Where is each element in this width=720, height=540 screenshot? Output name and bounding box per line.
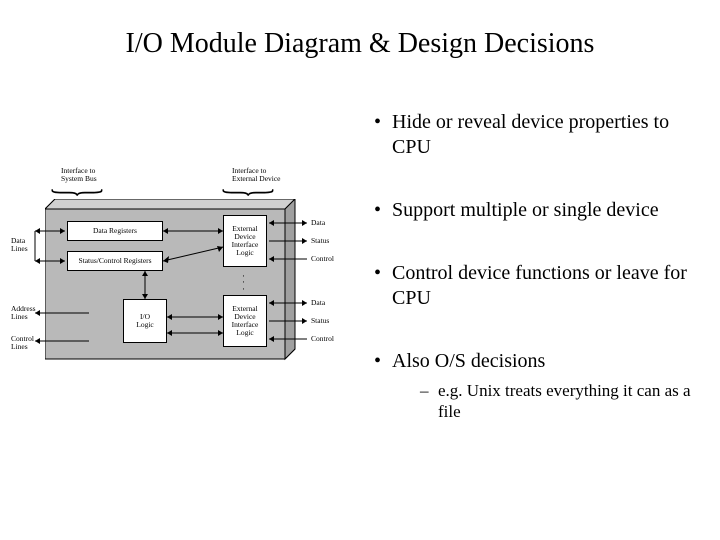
bullet-4-sub: e.g. Unix treats everything it can as a … [392, 380, 705, 423]
bullet-4: Also O/S decisions e.g. Unix treats ever… [370, 349, 705, 423]
label-interface-system-bus: Interface toSystem Bus [61, 167, 97, 184]
bullet-1: Hide or reveal device properties to CPU [370, 110, 705, 160]
label-interface-external-device: Interface toExternal Device [232, 167, 281, 184]
slide-title: I/O Module Diagram & Design Decisions [0, 28, 720, 60]
internal-arrows-icon [45, 199, 305, 374]
bullet-3: Control device functions or leave for CP… [370, 261, 705, 311]
right-arrows-icon [269, 195, 319, 375]
bullet-list: Hide or reveal device properties to CPU … [370, 110, 705, 427]
label-data-lines: DataLines [11, 237, 28, 254]
bullet-4-text: Also O/S decisions [392, 350, 545, 372]
brace-right-icon: } [236, 187, 267, 198]
bullet-2: Support multiple or single device [370, 198, 705, 223]
